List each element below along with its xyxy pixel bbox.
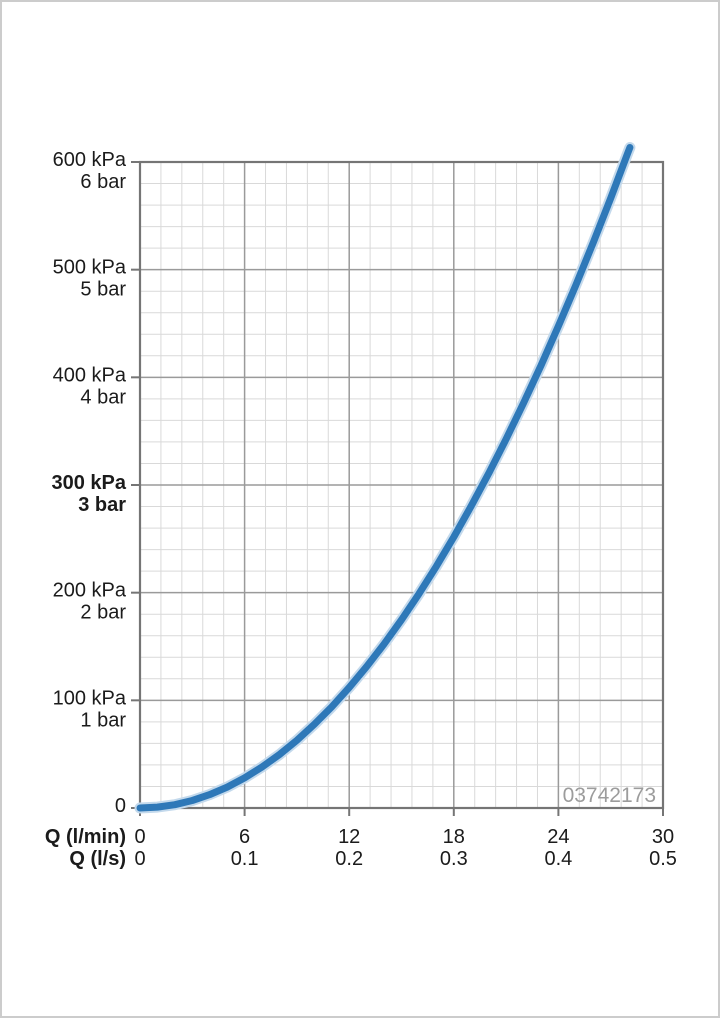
- x-axis-header-lmin: Q (l/min): [45, 826, 126, 848]
- pressure-curve: [136, 144, 634, 812]
- x-tick-label-ls: 0.3: [440, 848, 468, 870]
- plot-border: [138, 160, 665, 810]
- grid-major: [140, 162, 663, 808]
- y-tick-label-bar: 6 bar: [80, 171, 126, 193]
- x-tick-label-lmin: 30: [652, 826, 674, 848]
- x-tick-label-lmin: 0: [134, 826, 145, 848]
- y-tick-label-kpa: 500 kPa: [53, 257, 127, 279]
- y-tick-label-kpa: 400 kPa: [53, 364, 127, 386]
- x-axis-labels-ls: 0 0.1 0.2 0.3 0.4 0.5: [134, 848, 676, 870]
- x-tick-label-ls: 0.5: [649, 848, 677, 870]
- x-tick-label-ls: 0: [134, 848, 145, 870]
- y-tick-label-bar: 5 bar: [80, 279, 126, 301]
- axis-tick-marks: [131, 161, 664, 816]
- y-tick-label-kpa: 200 kPa: [53, 580, 127, 602]
- x-axis-header-ls: Q (l/s): [69, 848, 126, 870]
- x-tick-label-lmin: 18: [443, 826, 465, 848]
- x-tick-label-ls: 0.2: [335, 848, 363, 870]
- pressure-curve-halo: [134, 142, 636, 814]
- x-tick-label-lmin: 6: [239, 826, 250, 848]
- y-tick-label-bar: 1 bar: [80, 709, 126, 731]
- y-tick-label-kpa: 100 kPa: [53, 687, 127, 709]
- y-tick-label-bar: 3 bar: [78, 494, 126, 516]
- x-tick-label-ls: 0.1: [231, 848, 259, 870]
- y-tick-label-kpa: 0: [115, 795, 126, 817]
- y-tick-label-kpa: 600 kPa: [53, 149, 127, 171]
- y-tick-label-bar: 2 bar: [80, 602, 126, 624]
- y-tick-label-bar: 4 bar: [80, 386, 126, 408]
- x-tick-label-ls: 0.4: [544, 848, 572, 870]
- x-tick-label-lmin: 12: [338, 826, 360, 848]
- x-axis-labels-lmin: 0 6 12 18 24 30: [134, 826, 674, 848]
- y-tick-label-kpa: 300 kPa: [51, 472, 126, 494]
- x-tick-label-lmin: 24: [547, 826, 569, 848]
- watermark-id: 03742173: [563, 784, 656, 807]
